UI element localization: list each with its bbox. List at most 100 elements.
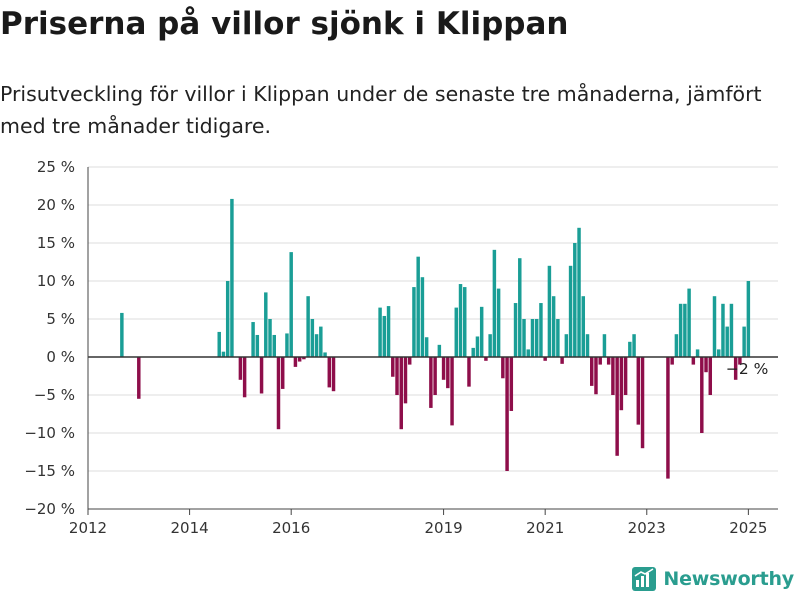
bar [416, 256, 420, 357]
bar [721, 303, 725, 357]
bar [217, 331, 221, 357]
bar [598, 357, 602, 365]
bar [700, 357, 704, 433]
bar [412, 287, 416, 357]
bar [407, 357, 412, 365]
bar [488, 334, 492, 357]
y-tick-label: −5 % [34, 386, 75, 404]
chart-subtitle: Prisutveckling för villor i Klippan unde… [0, 78, 800, 142]
bar [268, 319, 272, 357]
y-tick-label: −10 % [24, 424, 75, 442]
bar [513, 303, 518, 357]
y-tick-label: 25 % [37, 158, 75, 176]
y-tick-label: −15 % [24, 462, 75, 480]
bar [327, 357, 332, 388]
x-axis: 2012 2014 2016 2019 2021 2023 2025 [69, 167, 778, 537]
x-tick-label: 2014 [171, 519, 209, 537]
x-tick-label: 2016 [272, 519, 310, 537]
bar [285, 333, 289, 357]
bar [293, 357, 298, 367]
bar [395, 357, 399, 395]
bar [695, 349, 700, 357]
bar [441, 357, 446, 380]
data-bars [120, 198, 751, 479]
bar [323, 352, 327, 357]
bar [678, 303, 683, 357]
bar [640, 357, 645, 449]
bar [479, 306, 484, 357]
bar [606, 357, 611, 365]
bar [628, 341, 632, 357]
bar [221, 351, 226, 357]
bar [573, 243, 577, 357]
bar [251, 322, 255, 357]
bar [674, 334, 679, 357]
y-tick-label: 15 % [37, 234, 75, 252]
bar [560, 357, 564, 364]
bar [306, 296, 310, 357]
bar [530, 319, 535, 357]
bar [590, 357, 594, 386]
bar [746, 281, 751, 357]
bar [733, 357, 738, 380]
bar [742, 326, 746, 357]
bar [585, 334, 590, 357]
x-tick-label: 2023 [628, 519, 666, 537]
bar [429, 357, 433, 408]
x-tick-label: 2012 [69, 519, 107, 537]
bar [615, 357, 619, 456]
bar [509, 357, 514, 411]
bar [463, 287, 467, 357]
bar [467, 357, 471, 387]
y-axis-tick-labels: 25 % 20 % 15 % 10 % 5 % 0 % −5 % −10 % −15 % −20 … [24, 158, 75, 518]
bar [386, 306, 391, 357]
bar [729, 303, 734, 357]
bar [539, 303, 543, 357]
bar [581, 296, 586, 357]
bar [543, 357, 547, 361]
y-tick-label: 20 % [37, 196, 75, 214]
bar [454, 307, 459, 357]
brand-logo: Newsworthy [632, 564, 794, 594]
bar [378, 307, 382, 357]
y-tick-label: −20 % [24, 500, 75, 518]
bar [276, 357, 281, 430]
newsworthy-logo-icon [632, 567, 657, 591]
y-tick-label: 0 % [46, 348, 75, 366]
bar [331, 357, 336, 392]
bar [238, 357, 243, 380]
bar [242, 357, 247, 398]
annotations: −2 % [726, 360, 769, 378]
bar [712, 296, 717, 357]
bar [391, 357, 395, 377]
bar [437, 344, 442, 357]
bar [302, 357, 306, 360]
bar [471, 347, 475, 357]
bar [691, 357, 696, 365]
bar [403, 357, 408, 404]
bar [501, 357, 505, 379]
bar [708, 357, 713, 395]
bar [526, 349, 530, 357]
bar [230, 198, 234, 357]
x-tick-label: 2019 [424, 519, 462, 537]
bar [666, 357, 670, 479]
bar [564, 334, 569, 357]
brand-name: Newsworthy [663, 568, 794, 590]
bar [619, 357, 624, 411]
bar [717, 349, 721, 357]
chart-title: Priserna på villor sjönk i Klippan [0, 6, 569, 42]
bar [424, 337, 429, 357]
bar [522, 319, 526, 357]
bar [310, 319, 315, 357]
x-tick-label: 2021 [526, 519, 564, 537]
bar [683, 303, 687, 357]
bar [492, 249, 497, 357]
bar [556, 319, 560, 357]
x-tick-label: 2025 [729, 519, 767, 537]
bar [319, 326, 323, 357]
bar [458, 284, 463, 357]
bar [594, 357, 598, 395]
bar [255, 334, 260, 357]
